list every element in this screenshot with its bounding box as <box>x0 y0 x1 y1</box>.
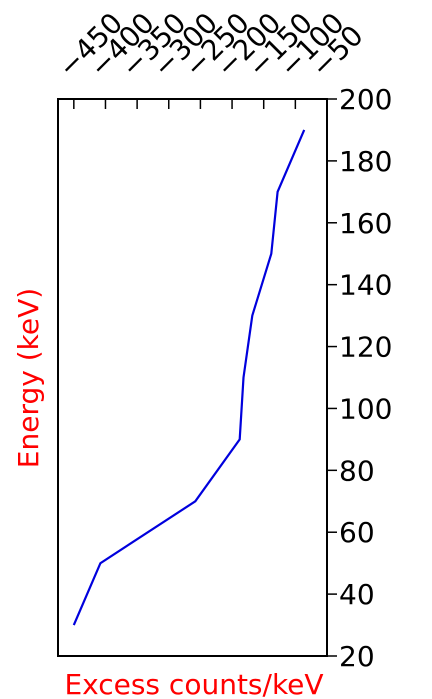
y-tick-label: 120 <box>339 331 392 364</box>
y-tick-label: 80 <box>339 454 375 487</box>
y-tick-label: 140 <box>339 269 392 302</box>
x-axis-ticks: −450−400−350−300−250−200−150−100−50 <box>51 6 370 109</box>
y-tick-label: 40 <box>339 578 375 611</box>
y-tick-label: 20 <box>339 640 375 673</box>
y-axis-ticks: 200 180 160 140 120 100 80 60 40 20 <box>327 83 392 673</box>
plot-frame <box>57 98 328 657</box>
series-layer <box>72 129 306 626</box>
x-axis-label: Excess counts/keV <box>64 668 323 699</box>
y-tick-label: 100 <box>339 392 392 425</box>
y-tick-label: 160 <box>339 207 392 240</box>
y-axis-label: Energy (keV) <box>12 288 45 468</box>
y-tick-label: 200 <box>339 83 392 116</box>
series-line <box>72 129 306 626</box>
y-tick-label: 180 <box>339 145 392 178</box>
y-tick-label: 60 <box>339 516 375 549</box>
